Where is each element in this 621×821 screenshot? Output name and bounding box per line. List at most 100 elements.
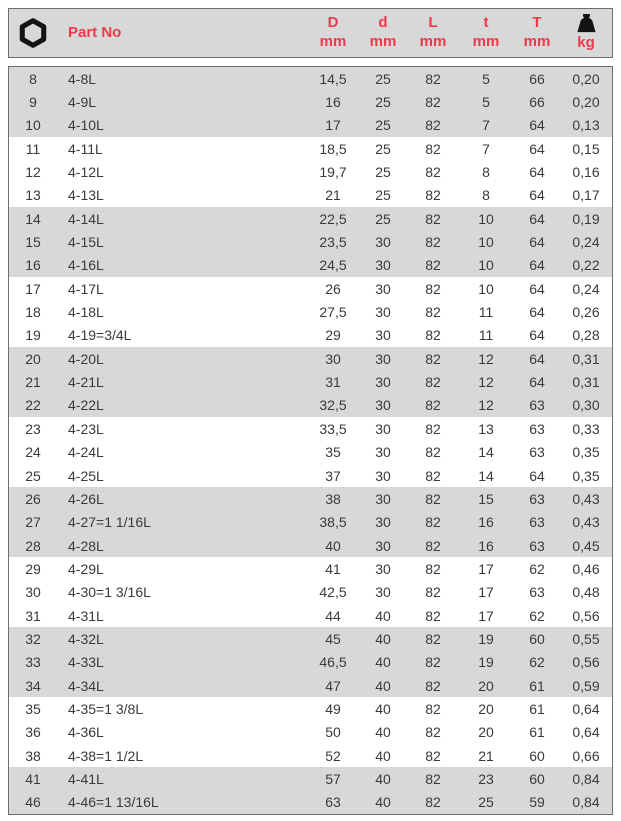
L-mm-cell: 82 [425, 304, 441, 321]
hex-size-cell: 27 [25, 514, 41, 531]
d-mm-cell: 25 [375, 140, 391, 157]
part-no-cell: 4-33L [68, 654, 104, 671]
table-row: 13 4-13L 21 25 82 8 64 0,17 [9, 183, 612, 208]
t-mm-cell: 17 [478, 560, 494, 577]
D-mm-cell: 26 [325, 280, 341, 297]
D-mm-cell: 23,5 [319, 234, 347, 251]
d-mm-cell: 30 [375, 280, 391, 297]
hex-size-cell: 46 [25, 794, 41, 811]
weight-kg-cell: 0,26 [572, 304, 600, 321]
hex-size-cell: 8 [29, 70, 37, 87]
L-mm-cell: 82 [425, 70, 441, 87]
d-mm-cell: 40 [375, 654, 391, 671]
weight-kg-cell: 0,46 [572, 560, 600, 577]
D-mm-cell: 63 [325, 794, 341, 811]
d-mm-cell: 40 [375, 700, 391, 717]
L-mm-cell: 82 [425, 514, 441, 531]
hex-size-cell: 14 [25, 210, 41, 227]
d-mm-cell: 30 [375, 304, 391, 321]
t-mm-cell: 11 [478, 304, 494, 321]
table-row: 31 4-31L 44 40 82 17 62 0,56 [9, 603, 612, 628]
table-row: 17 4-17L 26 30 82 10 64 0,24 [9, 277, 612, 301]
D-header-unit: mm [319, 33, 347, 50]
weight-kg-cell: 0,17 [572, 187, 600, 204]
L-mm-cell: 82 [425, 140, 441, 157]
table-row: 14 4-14L 22,5 25 82 10 64 0,19 [9, 207, 612, 231]
t-header-unit: mm [472, 33, 500, 50]
t-mm-cell: 12 [478, 397, 494, 414]
table-row: 25 4-25L 37 30 82 14 64 0,35 [9, 463, 612, 488]
part-no-cell: 4-17L [68, 280, 104, 297]
D-mm-cell: 31 [325, 374, 341, 391]
part-no-cell: 4-14L [68, 210, 104, 227]
weight-kg-cell: 0,43 [572, 514, 600, 531]
t-header-label: t [483, 14, 489, 32]
L-mm-cell: 82 [425, 794, 441, 811]
L-mm-cell: 82 [425, 210, 441, 227]
D-mm-cell: 57 [325, 770, 341, 787]
hex-size-cell: 16 [25, 257, 41, 274]
t-mm-cell: 7 [482, 117, 490, 134]
part-no-cell: 4-38=1 1/2L [68, 747, 144, 764]
table-row: 29 4-29L 41 30 82 17 62 0,46 [9, 557, 612, 581]
weight-column-header: kg [560, 13, 612, 53]
D-mm-cell: 16 [325, 94, 341, 111]
D-mm-cell: 24,5 [319, 257, 347, 274]
part-no-cell: 4-25L [68, 467, 104, 484]
t-mm-cell: 25 [478, 794, 494, 811]
hex-size-column-header [9, 18, 57, 48]
D-mm-cell: 35 [325, 444, 341, 461]
d-mm-cell: 30 [375, 420, 391, 437]
d-mm-cell: 30 [375, 350, 391, 367]
weight-icon [575, 13, 598, 34]
table-row: 18 4-18L 27,5 30 82 11 64 0,26 [9, 300, 612, 324]
hex-size-cell: 10 [25, 117, 41, 134]
d-mm-cell: 25 [375, 187, 391, 204]
hex-size-cell: 20 [25, 350, 41, 367]
T-mm-cell: 63 [529, 537, 545, 554]
t-mm-cell: 16 [478, 514, 494, 531]
d-mm-cell: 40 [375, 770, 391, 787]
T-mm-cell: 64 [529, 117, 545, 134]
T-mm-cell: 64 [529, 350, 545, 367]
table-row: 34 4-34L 47 40 82 20 61 0,59 [9, 673, 612, 698]
hex-size-cell: 21 [25, 374, 41, 391]
D-column-header: D mm [308, 14, 358, 52]
T-mm-cell: 64 [529, 280, 545, 297]
part-no-cell: 4-9L [68, 94, 97, 111]
T-mm-cell: 60 [529, 770, 545, 787]
t-mm-cell: 10 [478, 257, 494, 274]
L-mm-cell: 82 [425, 700, 441, 717]
L-mm-cell: 82 [425, 490, 441, 507]
t-mm-cell: 17 [478, 607, 494, 624]
part-no-cell: 4-36L [68, 724, 104, 741]
D-mm-cell: 21 [325, 187, 341, 204]
D-mm-cell: 47 [325, 677, 341, 694]
L-mm-cell: 82 [425, 584, 441, 601]
t-mm-cell: 20 [478, 700, 494, 717]
weight-kg-cell: 0,64 [572, 724, 600, 741]
T-mm-cell: 61 [529, 677, 545, 694]
d-mm-cell: 30 [375, 467, 391, 484]
t-mm-cell: 16 [478, 537, 494, 554]
L-mm-cell: 82 [425, 677, 441, 694]
t-mm-cell: 20 [478, 677, 494, 694]
d-mm-cell: 40 [375, 677, 391, 694]
T-mm-cell: 64 [529, 467, 545, 484]
part-no-cell: 4-21L [68, 374, 104, 391]
t-mm-cell: 10 [478, 210, 494, 227]
part-no-cell: 4-19=3/4L [68, 327, 132, 344]
t-mm-cell: 13 [478, 420, 494, 437]
d-column-header: d mm [358, 14, 408, 52]
table-row: 10 4-10L 17 25 82 7 64 0,13 [9, 113, 612, 138]
weight-kg-cell: 0,43 [572, 490, 600, 507]
part-no-cell: 4-10L [68, 117, 104, 134]
table-row: 30 4-30=1 3/16L 42,5 30 82 17 63 0,48 [9, 580, 612, 604]
L-mm-cell: 82 [425, 420, 441, 437]
L-mm-cell: 82 [425, 117, 441, 134]
T-column-header: T mm [514, 14, 560, 52]
T-mm-cell: 62 [529, 560, 545, 577]
hex-size-cell: 33 [25, 654, 41, 671]
D-mm-cell: 22,5 [319, 210, 347, 227]
part-no-cell: 4-27=1 1/16L [68, 514, 151, 531]
